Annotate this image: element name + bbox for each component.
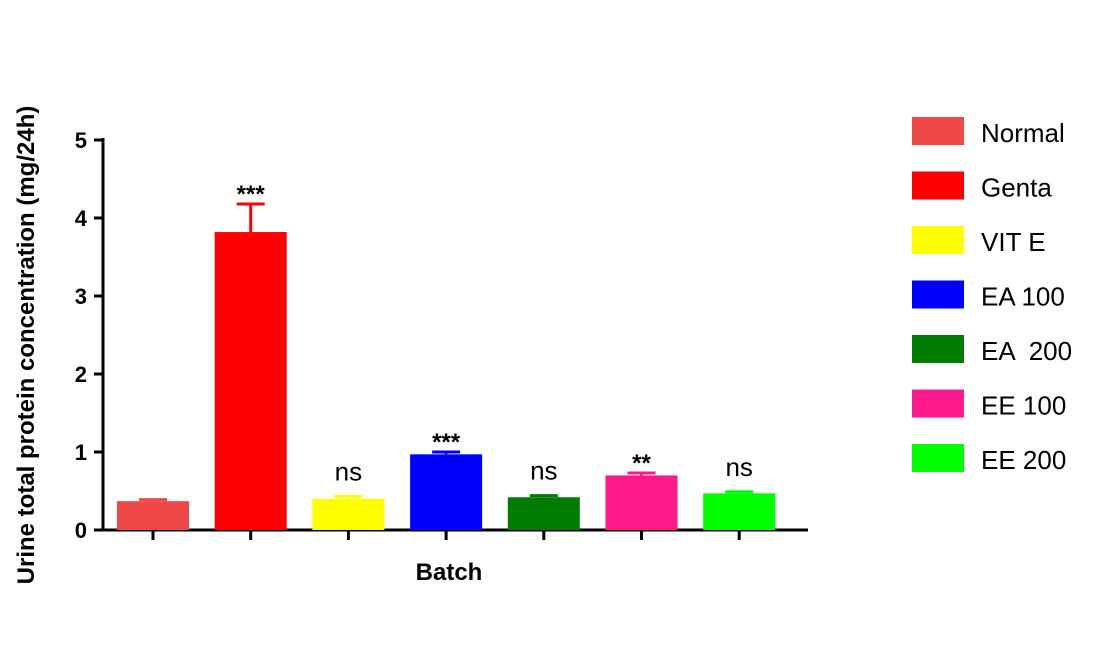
bars — [117, 202, 776, 531]
legend-item: EA 200 — [912, 335, 1072, 366]
legend-item: Genta — [912, 171, 1052, 203]
legend-swatch — [912, 335, 964, 363]
legend-item: EE 200 — [912, 444, 1066, 475]
legend-swatch — [912, 280, 964, 309]
significance-label: ** — [632, 450, 651, 477]
y-axis-title: Urine total protein concentration (mg/24… — [13, 106, 40, 585]
x-axis-title: Batch — [416, 559, 483, 586]
legend-item: VIT E — [912, 226, 1046, 257]
significance-label: *** — [237, 181, 266, 208]
legend-swatch — [912, 444, 964, 472]
legend-label: Normal — [981, 118, 1065, 148]
legend-swatch — [912, 389, 964, 418]
legend-item: EE 100 — [912, 389, 1066, 421]
bar-vit-e — [312, 498, 385, 530]
y-tick-label: 4 — [75, 206, 88, 231]
y-axis: 0 1 2 3 4 5 — [75, 128, 105, 543]
legend-label: Genta — [981, 173, 1052, 203]
legend-label: EE 200 — [981, 445, 1066, 475]
x-axis — [102, 528, 808, 540]
y-tick-label: 1 — [75, 440, 87, 465]
legend-swatch — [912, 171, 964, 200]
bar-ee-100 — [605, 475, 678, 530]
bar-ea-100 — [410, 454, 483, 530]
legend-label: EA 200 — [981, 336, 1072, 366]
y-tick-label: 2 — [75, 362, 87, 387]
bar-genta — [214, 232, 287, 531]
bar-ea-200 — [507, 497, 580, 530]
legend-label: EE 100 — [981, 391, 1066, 421]
significance-label: ns — [725, 452, 752, 482]
significance-label: ns — [335, 456, 362, 486]
legend-item: Normal — [912, 117, 1065, 148]
y-tick-label: 5 — [75, 128, 87, 153]
legend: Normal Genta VIT E EA 100 EA 200 EE 100 EE 200 — [912, 117, 1072, 475]
significance-label: ns — [530, 456, 557, 486]
legend-label: VIT E — [981, 227, 1046, 257]
significance-label: *** — [432, 429, 461, 456]
legend-item: EA 100 — [912, 280, 1065, 312]
significance-labels: *** ns *** ns ** ns — [237, 181, 753, 486]
bar-normal — [117, 501, 189, 530]
y-tick-label: 3 — [75, 284, 87, 309]
legend-label: EA 100 — [981, 282, 1065, 312]
legend-swatch — [912, 117, 964, 145]
legend-swatch — [912, 226, 964, 254]
y-tick-label: 0 — [75, 518, 87, 543]
bar-ee-200 — [703, 493, 776, 530]
